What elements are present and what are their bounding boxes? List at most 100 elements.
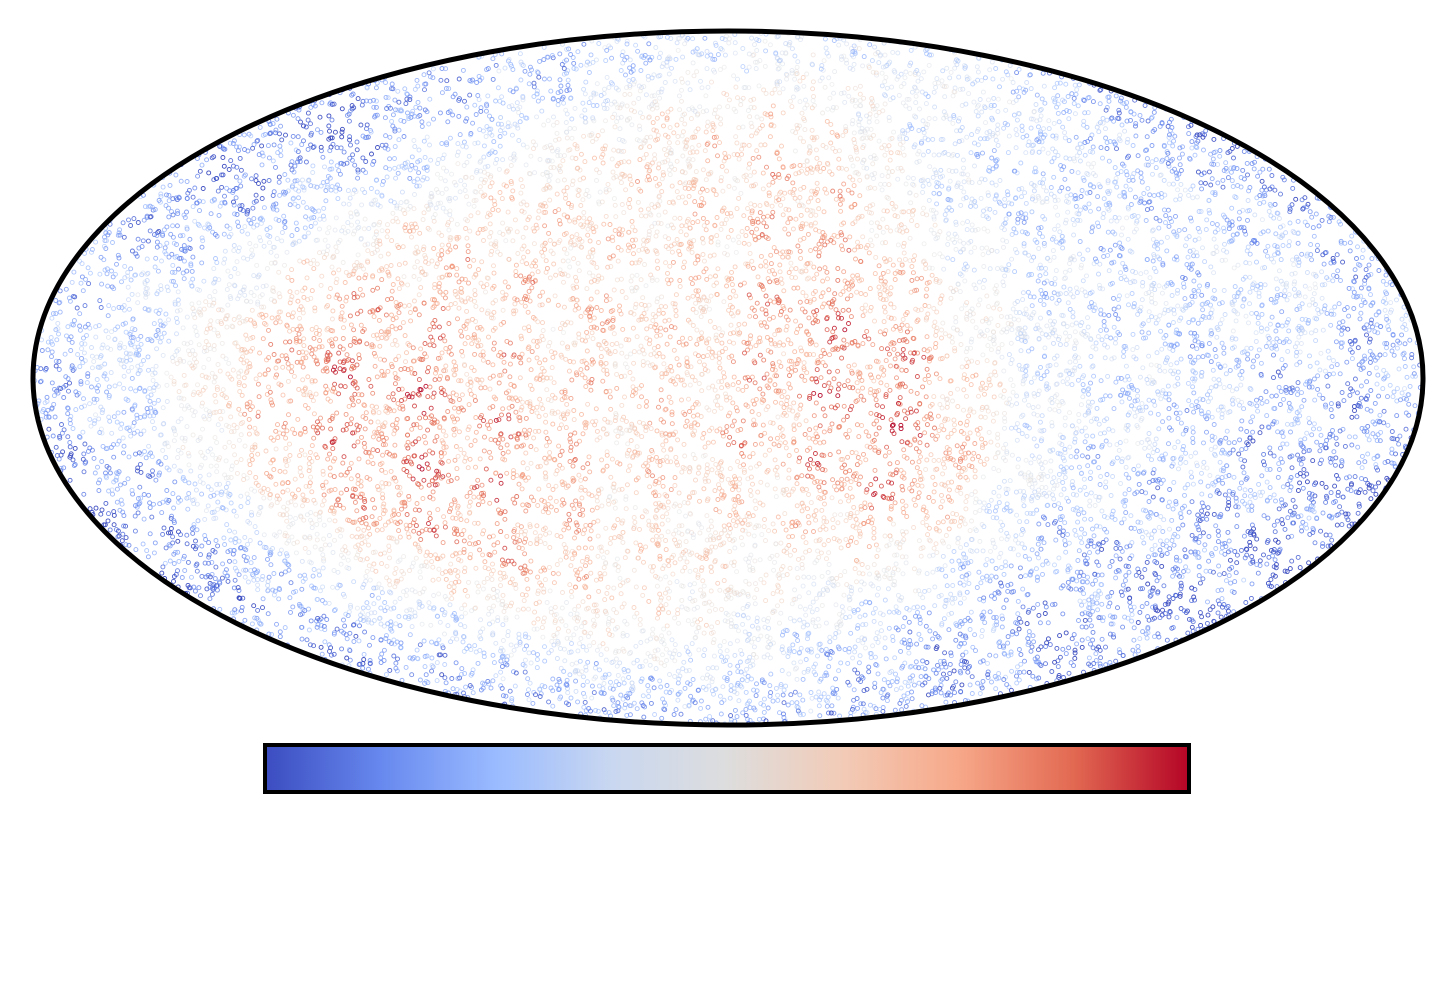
data-point	[273, 164, 278, 170]
data-point	[68, 348, 74, 353]
data-point	[1054, 300, 1060, 306]
data-point	[448, 502, 454, 508]
data-point	[1049, 669, 1055, 674]
data-point	[907, 235, 913, 241]
data-point	[709, 679, 715, 685]
data-point	[763, 263, 769, 269]
data-point	[761, 696, 767, 702]
data-point	[1356, 501, 1362, 507]
data-point	[261, 495, 267, 501]
data-point	[536, 486, 542, 492]
data-point	[1021, 489, 1027, 495]
data-point	[1318, 432, 1324, 438]
data-point	[827, 452, 833, 458]
data-point	[251, 273, 257, 279]
data-point	[440, 540, 446, 546]
data-point	[317, 250, 322, 256]
data-point	[1275, 369, 1281, 375]
data-point	[938, 682, 944, 688]
data-point	[375, 285, 380, 291]
data-point	[519, 404, 525, 410]
data-point	[360, 155, 366, 161]
data-point	[600, 160, 606, 166]
data-point	[81, 491, 87, 497]
data-point	[209, 559, 215, 565]
data-point	[807, 145, 813, 151]
data-point	[545, 118, 551, 124]
data-point	[1060, 532, 1066, 538]
data-point	[743, 706, 749, 712]
data-point	[1070, 314, 1076, 320]
data-point	[56, 367, 62, 372]
data-point	[972, 489, 978, 495]
data-point	[386, 543, 392, 549]
data-point	[861, 95, 867, 101]
data-point	[358, 483, 364, 489]
data-point	[1262, 265, 1268, 271]
data-point	[424, 134, 430, 140]
data-point	[683, 668, 689, 674]
data-point	[126, 217, 131, 223]
data-point	[91, 359, 97, 364]
data-point	[552, 209, 558, 215]
data-point	[672, 166, 678, 172]
data-point	[1412, 403, 1418, 409]
data-point	[1285, 481, 1291, 487]
data-point	[1038, 364, 1043, 370]
data-point	[887, 257, 893, 263]
data-point	[1204, 516, 1210, 522]
data-point	[1297, 480, 1303, 486]
data-point	[382, 600, 388, 605]
data-point	[493, 417, 499, 423]
data-point	[419, 563, 425, 569]
data-point	[615, 433, 621, 439]
data-point	[1001, 445, 1006, 451]
data-point	[787, 385, 793, 391]
data-point	[261, 178, 267, 184]
data-point	[1119, 246, 1125, 252]
data-point	[1010, 306, 1016, 312]
data-point	[786, 207, 792, 213]
data-point	[274, 116, 280, 122]
data-point	[625, 117, 630, 123]
data-point	[895, 176, 901, 182]
data-point	[924, 286, 930, 292]
data-point	[296, 156, 302, 162]
data-point	[717, 140, 722, 146]
data-point	[64, 333, 69, 339]
data-point	[1330, 214, 1336, 220]
data-point	[151, 550, 157, 556]
data-point	[301, 517, 307, 523]
data-point	[1123, 573, 1129, 579]
data-point	[989, 155, 995, 161]
data-point	[1261, 451, 1267, 457]
data-point	[612, 650, 618, 656]
data-point	[652, 648, 658, 654]
data-point	[1241, 533, 1247, 539]
data-point	[876, 60, 882, 66]
data-point	[915, 494, 921, 500]
data-point	[392, 144, 398, 150]
data-point	[857, 103, 863, 109]
data-point	[1103, 135, 1109, 141]
data-point	[706, 385, 712, 391]
data-point	[696, 381, 702, 386]
data-point	[619, 402, 625, 408]
data-point	[69, 339, 75, 345]
data-point	[1009, 232, 1015, 237]
data-point	[447, 135, 453, 141]
data-point	[86, 281, 92, 287]
data-point	[690, 306, 696, 312]
data-point	[750, 451, 756, 457]
data-point	[279, 238, 285, 244]
data-point	[334, 410, 340, 416]
data-point	[411, 179, 417, 185]
data-point	[685, 372, 691, 378]
data-point	[798, 226, 804, 232]
data-point	[978, 580, 984, 586]
data-point	[572, 607, 578, 612]
data-point	[175, 455, 181, 460]
data-point	[494, 497, 500, 503]
data-point	[979, 436, 985, 442]
data-point	[289, 314, 295, 320]
